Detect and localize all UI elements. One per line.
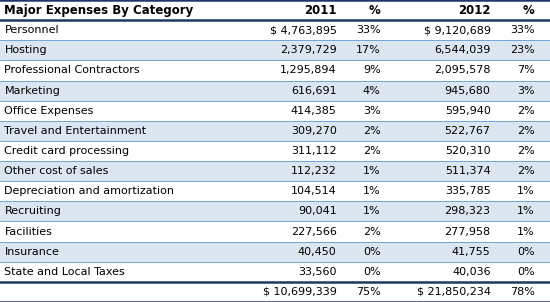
Text: 2%: 2% bbox=[363, 226, 381, 236]
Bar bbox=[0, 181, 550, 201]
Bar bbox=[0, 201, 550, 221]
Text: 1%: 1% bbox=[363, 166, 381, 176]
Text: 1%: 1% bbox=[517, 186, 535, 196]
Text: $ 4,763,895: $ 4,763,895 bbox=[270, 25, 337, 35]
Text: 0%: 0% bbox=[363, 247, 381, 257]
Text: 298,323: 298,323 bbox=[444, 206, 491, 217]
Text: 3%: 3% bbox=[363, 106, 381, 116]
Text: 311,112: 311,112 bbox=[291, 146, 337, 156]
Text: 41,755: 41,755 bbox=[452, 247, 491, 257]
Bar bbox=[0, 141, 550, 161]
Bar bbox=[0, 262, 550, 282]
Text: 2%: 2% bbox=[517, 166, 535, 176]
Text: 595,940: 595,940 bbox=[445, 106, 491, 116]
Text: Depreciation and amortization: Depreciation and amortization bbox=[4, 186, 174, 196]
Text: Major Expenses By Category: Major Expenses By Category bbox=[4, 4, 194, 17]
Text: 4%: 4% bbox=[363, 85, 381, 96]
Text: 2011: 2011 bbox=[304, 4, 337, 17]
Text: 2%: 2% bbox=[517, 126, 535, 136]
Bar bbox=[0, 0, 550, 20]
Text: 7%: 7% bbox=[517, 66, 535, 76]
Text: 511,374: 511,374 bbox=[445, 166, 491, 176]
Bar bbox=[0, 60, 550, 81]
Text: 2,095,578: 2,095,578 bbox=[434, 66, 491, 76]
Text: 414,385: 414,385 bbox=[291, 106, 337, 116]
Text: 945,680: 945,680 bbox=[445, 85, 491, 96]
Text: 17%: 17% bbox=[356, 45, 381, 55]
Bar bbox=[0, 221, 550, 242]
Text: Insurance: Insurance bbox=[4, 247, 59, 257]
Text: Office Expenses: Office Expenses bbox=[4, 106, 94, 116]
Text: 3%: 3% bbox=[517, 85, 535, 96]
Text: $ 10,699,339: $ 10,699,339 bbox=[263, 287, 337, 297]
Text: 2,379,729: 2,379,729 bbox=[280, 45, 337, 55]
Text: Personnel: Personnel bbox=[4, 25, 59, 35]
Text: Credit card processing: Credit card processing bbox=[4, 146, 130, 156]
Text: 0%: 0% bbox=[517, 247, 535, 257]
Text: Facilities: Facilities bbox=[4, 226, 52, 236]
Bar bbox=[0, 20, 550, 40]
Text: 33%: 33% bbox=[356, 25, 381, 35]
Text: $ 21,850,234: $ 21,850,234 bbox=[416, 287, 491, 297]
Text: 1%: 1% bbox=[363, 206, 381, 217]
Bar bbox=[0, 101, 550, 121]
Text: Recruiting: Recruiting bbox=[4, 206, 61, 217]
Text: 104,514: 104,514 bbox=[291, 186, 337, 196]
Text: $ 9,120,689: $ 9,120,689 bbox=[424, 25, 491, 35]
Text: 0%: 0% bbox=[517, 267, 535, 277]
Text: 78%: 78% bbox=[510, 287, 535, 297]
Text: 0%: 0% bbox=[363, 267, 381, 277]
Bar bbox=[0, 242, 550, 262]
Text: 33%: 33% bbox=[510, 25, 535, 35]
Text: 33,560: 33,560 bbox=[298, 267, 337, 277]
Bar bbox=[0, 81, 550, 101]
Text: Professional Contractors: Professional Contractors bbox=[4, 66, 140, 76]
Text: Travel and Entertainment: Travel and Entertainment bbox=[4, 126, 146, 136]
Bar bbox=[0, 282, 550, 302]
Text: 9%: 9% bbox=[363, 66, 381, 76]
Text: 522,767: 522,767 bbox=[444, 126, 491, 136]
Text: Hosting: Hosting bbox=[4, 45, 47, 55]
Bar bbox=[0, 40, 550, 60]
Text: 112,232: 112,232 bbox=[291, 166, 337, 176]
Text: 2%: 2% bbox=[517, 106, 535, 116]
Text: 1%: 1% bbox=[517, 206, 535, 217]
Text: 40,450: 40,450 bbox=[298, 247, 337, 257]
Text: 616,691: 616,691 bbox=[291, 85, 337, 96]
Text: 2%: 2% bbox=[363, 146, 381, 156]
Text: 2%: 2% bbox=[363, 126, 381, 136]
Text: %: % bbox=[523, 4, 535, 17]
Text: 6,544,039: 6,544,039 bbox=[434, 45, 491, 55]
Text: 520,310: 520,310 bbox=[445, 146, 491, 156]
Text: 2012: 2012 bbox=[458, 4, 491, 17]
Text: 2%: 2% bbox=[517, 146, 535, 156]
Text: 1%: 1% bbox=[517, 226, 535, 236]
Text: 277,958: 277,958 bbox=[444, 226, 491, 236]
Bar bbox=[0, 121, 550, 141]
Text: Marketing: Marketing bbox=[4, 85, 60, 96]
Bar bbox=[0, 161, 550, 181]
Text: %: % bbox=[369, 4, 381, 17]
Text: 40,036: 40,036 bbox=[452, 267, 491, 277]
Text: State and Local Taxes: State and Local Taxes bbox=[4, 267, 125, 277]
Text: Other cost of sales: Other cost of sales bbox=[4, 166, 109, 176]
Text: 1%: 1% bbox=[363, 186, 381, 196]
Text: 309,270: 309,270 bbox=[291, 126, 337, 136]
Text: 23%: 23% bbox=[510, 45, 535, 55]
Text: 335,785: 335,785 bbox=[445, 186, 491, 196]
Text: 1,295,894: 1,295,894 bbox=[280, 66, 337, 76]
Text: 75%: 75% bbox=[356, 287, 381, 297]
Text: 90,041: 90,041 bbox=[298, 206, 337, 217]
Text: 227,566: 227,566 bbox=[291, 226, 337, 236]
